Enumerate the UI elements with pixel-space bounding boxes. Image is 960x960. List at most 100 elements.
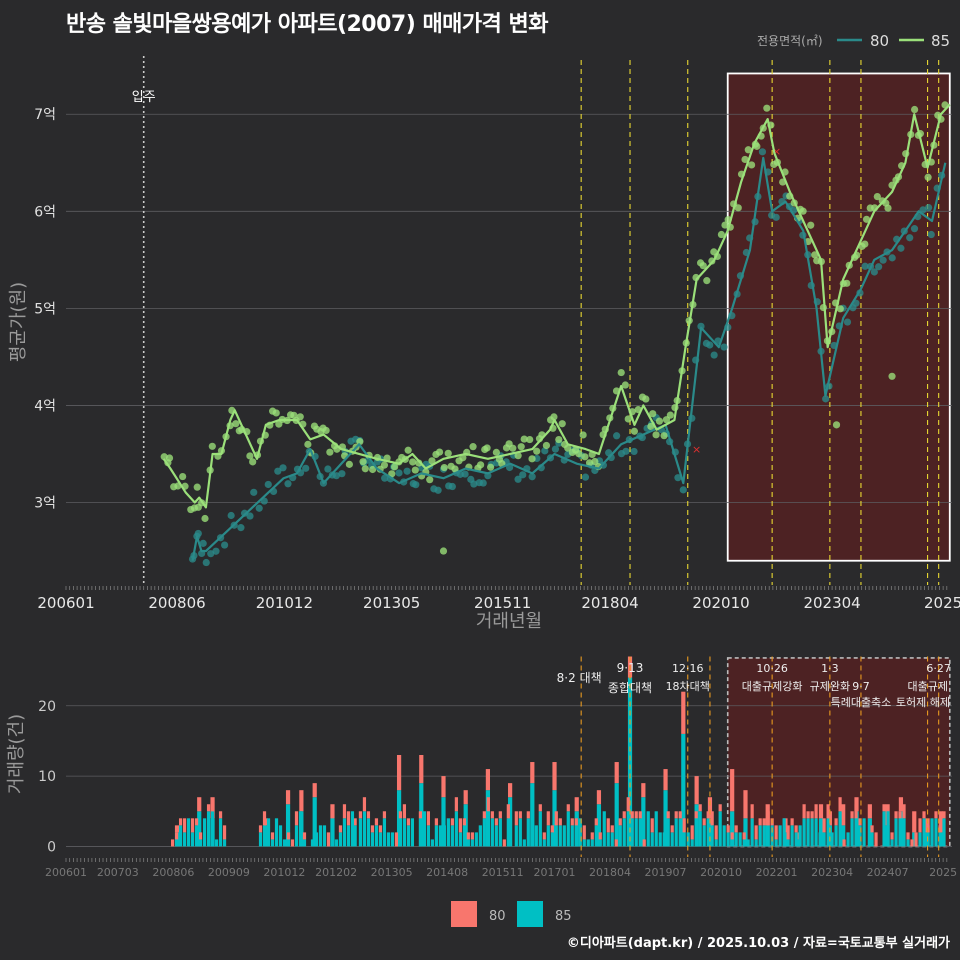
annotation-date: 9·7	[852, 680, 870, 693]
y-tick-label: 5억	[34, 301, 56, 317]
price-point-85	[444, 449, 452, 457]
volume-bar-80	[502, 839, 506, 847]
price-point-80	[519, 471, 527, 479]
price-point-80	[822, 395, 830, 403]
volume-bar-85	[912, 832, 917, 847]
y-tick-label: 4억	[34, 398, 56, 414]
volume-bar-85	[508, 797, 513, 847]
volume-bar-80	[178, 818, 183, 826]
volume-bar-80	[614, 839, 618, 847]
volume-bar-85	[574, 825, 578, 847]
volume-bar-80	[574, 818, 578, 826]
price-point-80	[888, 254, 896, 262]
price-point-80	[403, 467, 411, 475]
volume-bar-80	[754, 825, 758, 840]
volume-bar-85	[638, 818, 642, 847]
volume-bar-80	[630, 811, 634, 819]
volume-x-tick-label: 201511	[482, 866, 524, 879]
price-point-85	[649, 410, 657, 418]
volume-bar-85	[434, 825, 438, 847]
volume-bar-80	[934, 811, 938, 819]
annotation-date: 8·2 대책	[557, 670, 602, 685]
volume-bar-85	[662, 832, 666, 847]
volume-bar-85	[582, 839, 586, 847]
volume-bar-80	[790, 818, 794, 826]
volume-bar-85	[286, 839, 291, 847]
volume-bar-85	[606, 832, 610, 847]
volume-bar-85	[778, 825, 782, 847]
volume-bar-80	[838, 797, 842, 812]
volume-bar-85	[270, 839, 275, 847]
volume-bar-80	[550, 825, 554, 833]
volume-bar-80	[818, 804, 824, 819]
price-point-85	[435, 448, 444, 456]
volume-bar-80	[454, 797, 458, 812]
price-point-85	[579, 431, 587, 439]
volume-bar-80	[826, 804, 830, 819]
volume-bar-85	[902, 818, 906, 847]
volume-bar-85	[566, 811, 570, 847]
outlier-marker: ×	[772, 145, 781, 158]
volume-bar-85	[590, 839, 594, 847]
volume-bar-80	[450, 818, 454, 826]
volume-bar-80	[912, 811, 917, 833]
price-point-85	[451, 465, 459, 473]
volume-bar-80	[827, 811, 832, 826]
volume-bar-85	[312, 797, 317, 847]
volume-bar-85	[598, 839, 602, 847]
volume-bar-80	[506, 804, 510, 819]
volume-bar-80	[690, 825, 694, 840]
volume-bar-85	[386, 832, 391, 847]
volume-bar-80	[402, 804, 407, 819]
volume-x-tick-label: 202201	[756, 866, 798, 879]
volume-bar-85	[714, 839, 718, 847]
volume-bar-80	[197, 797, 202, 812]
volume-bar-85	[790, 825, 794, 847]
volume-bar-80	[494, 818, 498, 826]
volume-bar-85	[734, 832, 738, 847]
annotation-text: 대출규제	[908, 680, 948, 693]
volume-bar-80	[706, 811, 710, 819]
price-point-85	[884, 204, 892, 212]
volume-legend-swatch-85	[517, 901, 543, 927]
volume-bar-80	[618, 818, 622, 826]
legend-label-85: 85	[931, 32, 950, 50]
price-point-80	[879, 256, 887, 264]
price-point-85	[388, 470, 396, 478]
volume-bar-85	[794, 832, 798, 847]
price-point-85	[296, 413, 304, 421]
volume-bar-80	[854, 804, 858, 819]
price-point-85	[409, 458, 417, 466]
volume-bar-80	[718, 804, 722, 812]
volume-bar-85	[282, 839, 287, 847]
volume-bar-85	[758, 825, 762, 847]
volume-bar-80	[622, 811, 626, 819]
volume-bar-85	[370, 832, 375, 847]
volume-bar-80	[678, 811, 682, 819]
volume-bar-85	[774, 839, 778, 847]
volume-bar-85	[682, 832, 686, 847]
volume-bar-85	[626, 811, 630, 847]
volume-bar-85	[663, 790, 668, 847]
volume-bar-85	[596, 804, 602, 847]
volume-bar-80	[707, 797, 713, 819]
volume-bar-80	[906, 832, 910, 840]
volume-bar-85	[738, 832, 742, 847]
volume-bar-85	[786, 839, 790, 847]
volume-bar-85	[466, 839, 470, 847]
price-point-85	[763, 104, 771, 112]
volume-bar-80	[902, 804, 906, 819]
volume-x-tick-label: 201804	[589, 866, 631, 879]
volume-y-axis-title: 거래량(건)	[6, 714, 27, 794]
volume-bar-85	[538, 811, 542, 847]
volume-bar-80	[490, 811, 494, 819]
volume-bar-80	[508, 783, 513, 798]
volume-bar-85	[898, 818, 902, 847]
volume-bar-80	[378, 825, 383, 833]
volume-bar-80	[258, 825, 263, 833]
volume-bar-80	[566, 804, 570, 812]
x-tick-label: 202010	[692, 594, 749, 612]
volume-bar-80	[342, 804, 347, 819]
volume-bar-80	[670, 825, 674, 833]
price-point-80	[381, 474, 389, 482]
